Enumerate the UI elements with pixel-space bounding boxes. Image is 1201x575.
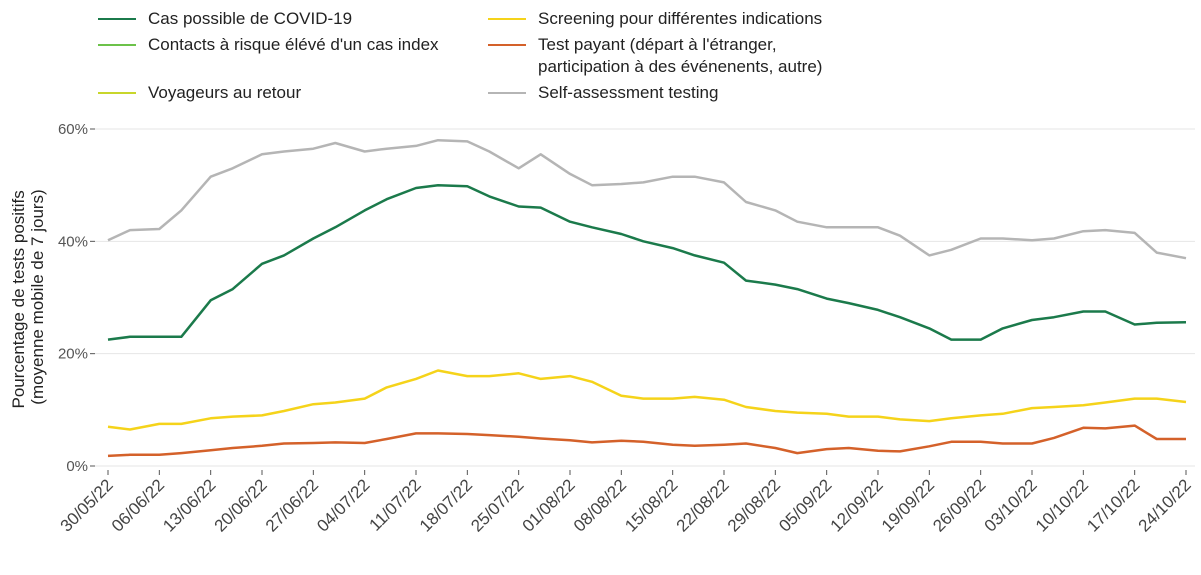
x-tick-label: 19/09/22	[878, 475, 938, 535]
x-tick-label: 18/07/22	[416, 475, 476, 535]
x-tick-label: 08/08/22	[570, 475, 630, 535]
legend-item: Cas possible de COVID-19	[98, 8, 488, 30]
legend-label: Contacts à risque élévé d'un cas index	[148, 35, 439, 54]
series-line	[107, 138, 1187, 260]
x-tick-label: 30/05/22	[57, 475, 117, 535]
x-tick-label: 27/06/22	[262, 475, 322, 535]
x-tick-label: 24/10/22	[1135, 475, 1195, 535]
y-tick-label: 60%	[58, 121, 88, 138]
legend: Cas possible de COVID-19 Contacts à risqu…	[98, 8, 848, 104]
x-tick-label: 03/10/22	[981, 475, 1041, 535]
legend-swatch	[98, 92, 136, 94]
series-line	[107, 369, 1187, 431]
legend-swatch	[98, 44, 136, 46]
y-tick-label: 20%	[58, 346, 88, 363]
legend-swatch	[488, 92, 526, 94]
x-tick-label: 15/08/22	[621, 475, 681, 535]
x-tick-label: 13/06/22	[159, 475, 219, 535]
legend-swatch	[488, 18, 526, 20]
series-line	[107, 424, 1186, 458]
x-tick-label: 29/08/22	[724, 475, 784, 535]
legend-label: Self-assessment testing	[538, 83, 719, 102]
x-tick-label: 12/09/22	[827, 475, 887, 535]
x-tick-label: 20/06/22	[211, 475, 271, 535]
legend-swatch	[488, 44, 526, 46]
x-tick-label: 05/09/22	[775, 475, 835, 535]
y-tick-label: 0%	[66, 458, 88, 475]
x-tick-label: 22/08/22	[673, 475, 733, 535]
legend-item: Test payant (départ à l'étranger, partic…	[488, 34, 848, 78]
x-tick-label: 25/07/22	[467, 475, 527, 535]
x-tick-label: 04/07/22	[313, 475, 373, 535]
legend-swatch	[98, 18, 136, 20]
x-tick-label: 11/07/22	[365, 475, 424, 534]
legend-item: Self-assessment testing	[488, 82, 848, 104]
legend-item: Voyageurs au retour	[98, 82, 488, 104]
legend-label: Test payant (départ à l'étranger, partic…	[538, 35, 823, 76]
x-tick-label: 06/06/22	[108, 475, 168, 535]
legend-label: Screening pour différentes indications	[538, 9, 823, 28]
legend-label: Voyageurs au retour	[148, 83, 302, 102]
series-line	[107, 183, 1187, 341]
x-tick-label: 26/09/22	[929, 475, 989, 535]
y-axis-title: Pourcentage de tests positifs (moyenne m…	[9, 185, 47, 408]
legend-item: Contacts à risque élévé d'un cas index	[98, 34, 488, 78]
y-axis-title-line: (moyenne mobile de 7 jours)	[28, 189, 47, 404]
x-tick-label: 10/10/22	[1032, 475, 1092, 535]
legend-label: Cas possible de COVID-19	[148, 9, 353, 28]
y-axis-title-line: Pourcentage de tests positifs	[9, 190, 28, 408]
y-tick-label: 40%	[58, 233, 88, 250]
x-tick-label: 01/08/22	[519, 475, 579, 535]
legend-item: Screening pour différentes indications	[488, 8, 848, 30]
x-tick-label: 17/10/22	[1083, 475, 1143, 535]
